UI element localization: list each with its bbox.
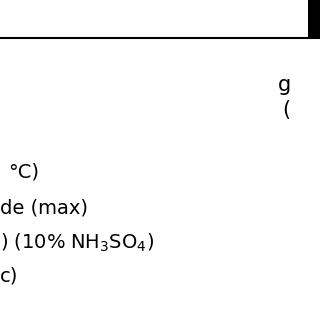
Text: ) (10% NH$_3$SO$_4$): ) (10% NH$_3$SO$_4$) [0,232,154,254]
Text: (: ( [282,100,290,120]
Text: de (max): de (max) [0,198,88,217]
Text: c): c) [0,266,18,285]
Text: °C): °C) [8,162,39,181]
Text: g: g [278,75,291,95]
Bar [308,0,320,38]
